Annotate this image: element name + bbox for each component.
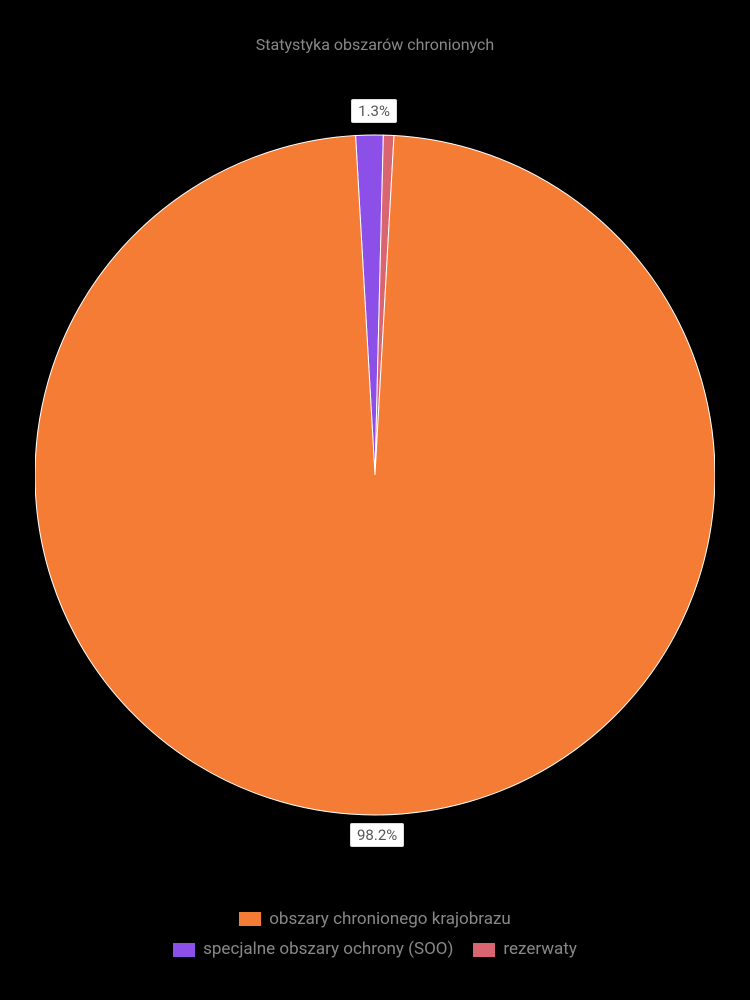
legend-item: specjalne obszary ochrony (SOO) bbox=[173, 934, 453, 965]
legend-swatch bbox=[173, 943, 195, 957]
legend-item: rezerwaty bbox=[473, 934, 576, 965]
legend-text: obszary chronionego krajobrazu bbox=[269, 904, 511, 935]
chart-title: Statystyka obszarów chronionych bbox=[0, 0, 750, 54]
legend-swatch bbox=[473, 943, 495, 957]
slice-label: 1.3% bbox=[351, 99, 397, 123]
pie-chart-container: 1.3% 98.2% bbox=[35, 85, 715, 865]
legend-text: specjalne obszary ochrony (SOO) bbox=[203, 934, 453, 965]
legend-swatch bbox=[239, 912, 261, 926]
legend-item: obszary chronionego krajobrazu bbox=[239, 904, 511, 935]
slice-label: 98.2% bbox=[350, 823, 404, 847]
legend-row: specjalne obszary ochrony (SOO) rezerwaty bbox=[0, 934, 750, 965]
legend: obszary chronionego krajobrazuspecjalne … bbox=[0, 904, 750, 965]
legend-text: rezerwaty bbox=[503, 934, 576, 965]
legend-row: obszary chronionego krajobrazu bbox=[0, 904, 750, 935]
pie-chart bbox=[35, 85, 715, 865]
